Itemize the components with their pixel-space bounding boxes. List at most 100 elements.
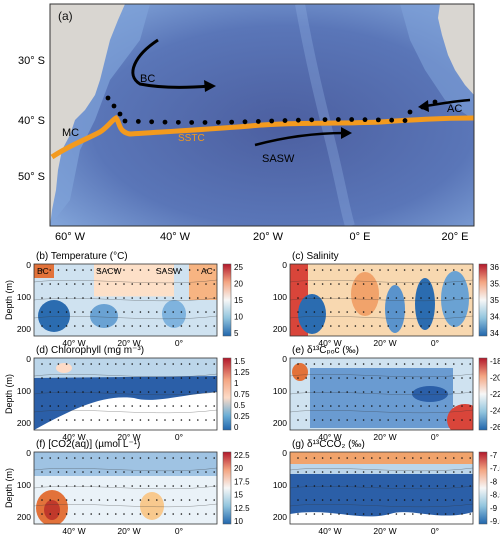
sample-point [123,457,125,459]
sample-point [412,471,414,473]
sample-point [330,297,332,299]
sample-point [387,363,390,365]
sample-point [172,325,174,327]
sample-point [371,297,373,299]
sample-point [41,405,43,407]
sample-point [180,485,183,487]
sample-point [403,311,406,313]
sample-point [106,391,109,393]
sample-point [82,457,84,459]
sample-point [139,419,142,421]
sample-point [453,499,455,501]
sample-point [428,391,431,393]
sample-point [461,363,463,365]
section-panels: (b) Temperature (°C)BC SACW SASW AC0100200D… [4,251,500,535]
station-point [175,119,181,125]
sample-point [188,269,191,271]
sample-point [49,471,51,473]
sample-point [420,325,422,327]
sample-point [188,485,191,487]
x-tick-label: 40° W [62,432,85,442]
x-tick-label: 20° W [117,526,140,535]
sample-point [57,405,60,407]
y-axis-label: Depth (m) [4,280,14,320]
sample-point [98,363,101,365]
sample-point [379,405,381,407]
panel-title: (d) Chlorophyll (mg m⁻³) [36,345,144,356]
sample-point [453,471,455,473]
sample-point [57,269,60,271]
sample-point [74,457,76,459]
sample-point [172,363,174,365]
lon-label-20w: 20° W [253,231,284,243]
sample-point [164,297,166,299]
sample-point [420,485,422,487]
sample-point [197,405,199,407]
sample-point [469,283,472,285]
sample-point [469,499,472,501]
sample-point [106,377,109,379]
sample-point [164,513,166,515]
sample-point [197,269,199,271]
sample-point [147,377,150,379]
sample-point [453,325,455,327]
sample-point [453,457,455,459]
sample-point [180,377,183,379]
sample-point [330,419,332,421]
sample-point [428,485,431,487]
sample-point [123,391,125,393]
sample-point [74,297,76,299]
sample-point [197,457,199,459]
sample-point [74,513,76,515]
sample-point [313,499,316,501]
sample-point [82,311,84,313]
sample-point [354,325,357,327]
sample-point [395,419,398,421]
sample-point [453,297,455,299]
section-field [34,264,217,336]
sample-point [297,391,299,393]
colorbar [478,263,488,337]
sample-point [354,283,357,285]
sample-point [123,485,125,487]
sample-point [403,269,406,271]
sample-point [387,513,390,515]
ac-arrow [424,98,471,108]
sample-point [379,363,381,365]
sample-point [305,269,308,271]
x-tick-label: 40° W [62,526,85,535]
y-tick-label: 0 [26,448,31,458]
sample-point [90,363,92,365]
sample-point [82,391,84,393]
sample-point [305,457,308,459]
sample-point [90,513,92,515]
sample-point [49,269,51,271]
sample-point [74,471,76,473]
colorbar-tick-label: 0.5 [234,401,246,410]
sample-point [106,405,109,407]
sample-point [362,471,365,473]
sample-point [395,269,398,271]
sample-point [57,325,60,327]
sample-point [98,405,101,407]
sample-point [338,297,340,299]
sample-point [444,499,447,501]
x-tick-label: 40° W [318,526,341,535]
sample-point [321,311,324,313]
sample-point [131,499,133,501]
colorbar-tick-label: 25 [234,263,243,272]
sample-point [321,283,324,285]
sample-point [131,485,133,487]
sample-point [90,419,92,421]
sample-point [321,419,324,421]
sample-point [297,405,299,407]
sample-point [131,419,133,421]
sample-point [41,419,43,421]
sample-point [436,513,439,515]
sample-point [338,485,340,487]
station-point [420,104,425,110]
sample-point [346,283,349,285]
sample-point [188,363,191,365]
sample-point [371,377,373,379]
sample-point [305,485,308,487]
